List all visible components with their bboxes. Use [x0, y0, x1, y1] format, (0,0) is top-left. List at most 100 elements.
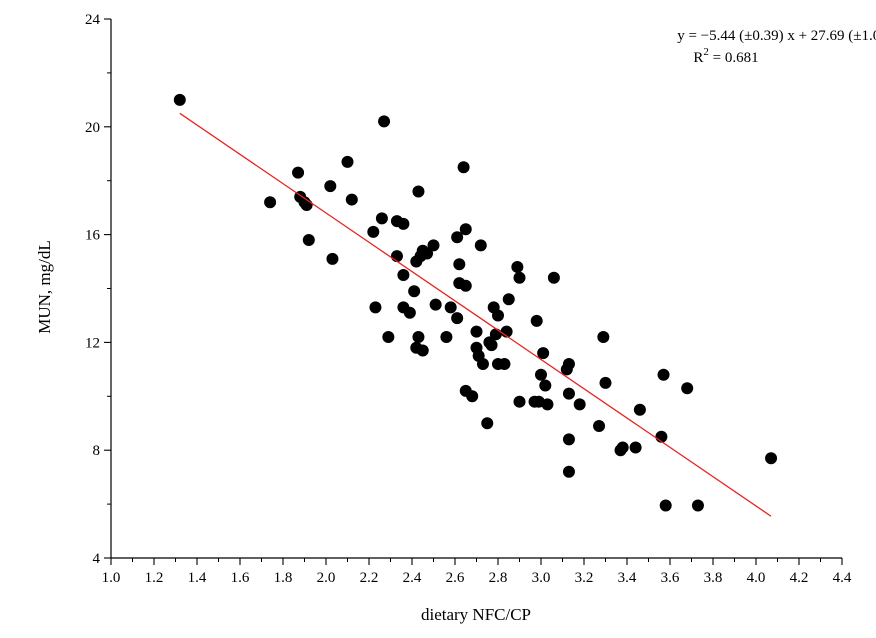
regression-line [179, 112, 772, 517]
x-tick-label: 2.4 [403, 570, 422, 586]
data-point [765, 452, 778, 465]
x-axis-title: dietary NFC/CP [421, 605, 531, 624]
data-point [459, 279, 472, 292]
x-tick-label: 3.4 [618, 570, 637, 586]
r-squared-annotation: R2 = 0.681 [693, 46, 758, 66]
data-point [341, 155, 354, 168]
data-point [537, 347, 550, 360]
y-tick-label: 8 [93, 443, 101, 459]
data-point [573, 398, 586, 411]
axes: 1.0 1.2 1.4 1.6 1.8 2.0 2.2 2.4 2.6 2.8 3.0 3.2 3.4 3… [85, 12, 852, 586]
data-point [324, 180, 337, 193]
y-tick-label: 20 [85, 120, 100, 136]
y-tick-label: 16 [85, 228, 101, 244]
data-point [466, 390, 479, 403]
data-point [302, 233, 315, 246]
data-point [511, 260, 524, 273]
data-point [421, 247, 434, 260]
data-point [451, 312, 464, 325]
data-point [485, 339, 498, 352]
data-point [489, 328, 502, 341]
x-tick-label: 3.2 [575, 570, 594, 586]
x-tick-label: 4.0 [747, 570, 766, 586]
data-point [375, 212, 388, 225]
data-point [390, 250, 403, 263]
x-tick-label: 1.0 [102, 570, 121, 586]
x-tick-label: 4.2 [790, 570, 809, 586]
fit-line-group [179, 112, 772, 517]
data-point [616, 441, 629, 454]
data-point [412, 331, 425, 344]
data-point [300, 198, 313, 211]
x-tick-label: 2.0 [317, 570, 336, 586]
x-tick-label: 3.8 [704, 570, 723, 586]
data-point [547, 271, 560, 284]
data-point [476, 357, 489, 370]
r-squared-superscript: 2 [703, 46, 709, 58]
y-tick-label: 24 [85, 12, 101, 28]
x-tick-label: 1.6 [231, 570, 250, 586]
data-point [173, 93, 186, 106]
r-squared-value: = 0.681 [709, 50, 759, 66]
data-point [427, 239, 440, 252]
data-point [412, 185, 425, 198]
x-tick-label: 2.8 [489, 570, 508, 586]
data-point [681, 382, 694, 395]
data-point [403, 306, 416, 319]
data-point [326, 252, 339, 265]
data-point [397, 269, 410, 282]
x-tick-label: 3.6 [661, 570, 680, 586]
y-tick-label: 12 [85, 335, 100, 351]
data-point [502, 293, 515, 306]
data-point [459, 223, 472, 236]
data-point [535, 368, 547, 381]
data-point [513, 271, 526, 284]
data-point [474, 239, 487, 252]
data-point [539, 379, 552, 392]
data-point [451, 231, 464, 244]
data-point [498, 357, 511, 370]
x-tick-label: 2.2 [360, 570, 379, 586]
data-point [440, 331, 453, 344]
data-point [369, 301, 382, 314]
data-point [444, 301, 457, 314]
regression-equation: y = −5.44 (±0.39) x + 27.69 (±1.09) [677, 28, 876, 44]
data-point [457, 161, 470, 174]
data-point [657, 368, 670, 381]
y-axis-title: MUN, mg/dL [35, 240, 54, 334]
data-point [408, 285, 421, 298]
data-points [173, 93, 778, 512]
data-point [659, 499, 672, 512]
y-tick-label: 4 [93, 551, 101, 567]
data-point [429, 298, 442, 311]
data-point [633, 403, 646, 416]
data-point [397, 217, 410, 230]
x-tick-label: 3.0 [532, 570, 551, 586]
x-tick-label: 4.4 [833, 570, 852, 586]
data-point [453, 258, 466, 271]
x-tick-label: 1.4 [188, 570, 207, 586]
data-point [597, 331, 610, 344]
data-point [691, 499, 704, 512]
data-point [562, 465, 575, 478]
data-point [470, 325, 483, 338]
data-point [562, 387, 575, 400]
x-tick-label: 1.8 [274, 570, 293, 586]
data-point [541, 398, 554, 411]
x-tick-label: 1.2 [145, 570, 164, 586]
data-point [530, 314, 543, 327]
x-tick-label: 2.6 [446, 570, 465, 586]
data-point [264, 196, 277, 209]
data-point [378, 115, 391, 128]
data-point [492, 309, 504, 322]
data-point [629, 441, 642, 454]
data-point [416, 344, 429, 357]
data-point [562, 433, 575, 446]
data-point [481, 417, 494, 430]
data-point [345, 193, 358, 206]
data-point [593, 419, 606, 432]
data-point [599, 376, 612, 389]
r-squared-label: R [693, 50, 703, 66]
data-point [292, 166, 305, 179]
